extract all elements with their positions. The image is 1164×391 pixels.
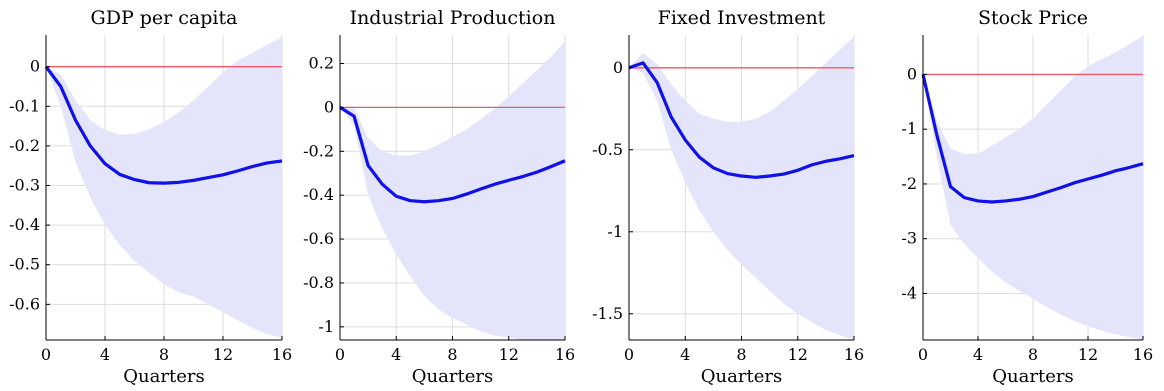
x-tick-label: 0	[918, 345, 928, 364]
y-tick-label: 0	[30, 57, 40, 76]
y-tick-label: -0.3	[9, 176, 40, 195]
chart-panel-1: 0 4 8 12 16 0 -0.1 -0.2 -0.3 -0.4 -0.5 -0.6 GDP per …	[9, 7, 292, 387]
y-tick-label: -1.5	[592, 304, 623, 323]
panel-title: Stock Price	[978, 7, 1088, 29]
confidence-band	[46, 36, 282, 339]
x-tick-label: 12	[213, 345, 233, 364]
panel-title: Industrial Production	[350, 7, 556, 29]
x-tick-label: 12	[788, 345, 808, 364]
y-tick-label: 0.2	[309, 54, 334, 73]
x-axis-label: Quarters	[992, 366, 1073, 387]
confidence-band	[923, 36, 1143, 340]
x-tick-label: 16	[272, 345, 292, 364]
y-tick-label: -0.6	[9, 294, 40, 313]
chart-panel-4: 0 4 8 12 16 0 -1 -2 -3 -4 Stock Price Quarters	[901, 7, 1153, 387]
confidence-band	[340, 41, 565, 340]
y-tick-label: -0.2	[9, 136, 40, 155]
x-tick-label: 4	[100, 345, 110, 364]
y-tick-label: -0.5	[592, 140, 623, 159]
y-tick-label: -0.4	[9, 215, 40, 234]
x-tick-label: 12	[1078, 345, 1098, 364]
y-tick-label: -1	[607, 222, 623, 241]
y-tick-label: -0.1	[9, 96, 40, 115]
y-tick-label: 0	[324, 97, 334, 116]
x-tick-label: 8	[736, 345, 746, 364]
x-tick-label: 4	[973, 345, 983, 364]
x-axis-label: Quarters	[701, 366, 782, 387]
y-tick-label: -2	[901, 174, 917, 193]
x-axis-label: Quarters	[123, 366, 204, 387]
response-line	[339, 106, 566, 204]
response-line	[921, 74, 1144, 204]
x-tick-label: 8	[447, 345, 457, 364]
x-tick-label: 4	[680, 345, 690, 364]
y-tick-label: -1	[318, 317, 334, 336]
y-tick-label: -0.2	[303, 141, 334, 160]
x-tick-label: 16	[844, 345, 864, 364]
x-tick-label: 0	[335, 345, 345, 364]
x-tick-label: 12	[499, 345, 519, 364]
y-tick-label: -3	[901, 229, 917, 248]
x-tick-label: 16	[555, 345, 575, 364]
response-line	[628, 61, 855, 179]
y-tick-label: -0.4	[303, 185, 334, 204]
y-tick-label: -0.5	[9, 255, 40, 274]
confidence-band	[629, 36, 854, 340]
panel-title: Fixed Investment	[658, 7, 826, 29]
y-tick-label: 0	[907, 64, 917, 83]
x-tick-label: 8	[159, 345, 169, 364]
x-tick-label: 0	[624, 345, 634, 364]
panel-title: GDP per capita	[91, 7, 238, 29]
y-tick-label: -4	[901, 283, 917, 302]
x-tick-label: 4	[391, 345, 401, 364]
chart-panel-2: 0 4 8 12 16 0.2 0 -0.2 -0.4 -0.6 -0.8 -1 Industrial …	[303, 7, 575, 387]
y-tick-label: 0	[613, 58, 623, 77]
x-tick-label: 16	[1133, 345, 1153, 364]
y-tick-label: -0.6	[303, 229, 334, 248]
chart-panel-3: 0 4 8 12 16 0 -0.5 -1 -1.5 Fixed Investment Quarte…	[592, 7, 864, 387]
y-tick-label: -1	[901, 119, 917, 138]
x-tick-label: 8	[1028, 345, 1038, 364]
x-tick-label: 0	[41, 345, 51, 364]
y-tick-label: -0.8	[303, 273, 334, 292]
x-axis-label: Quarters	[412, 366, 493, 387]
response-line	[44, 65, 283, 185]
